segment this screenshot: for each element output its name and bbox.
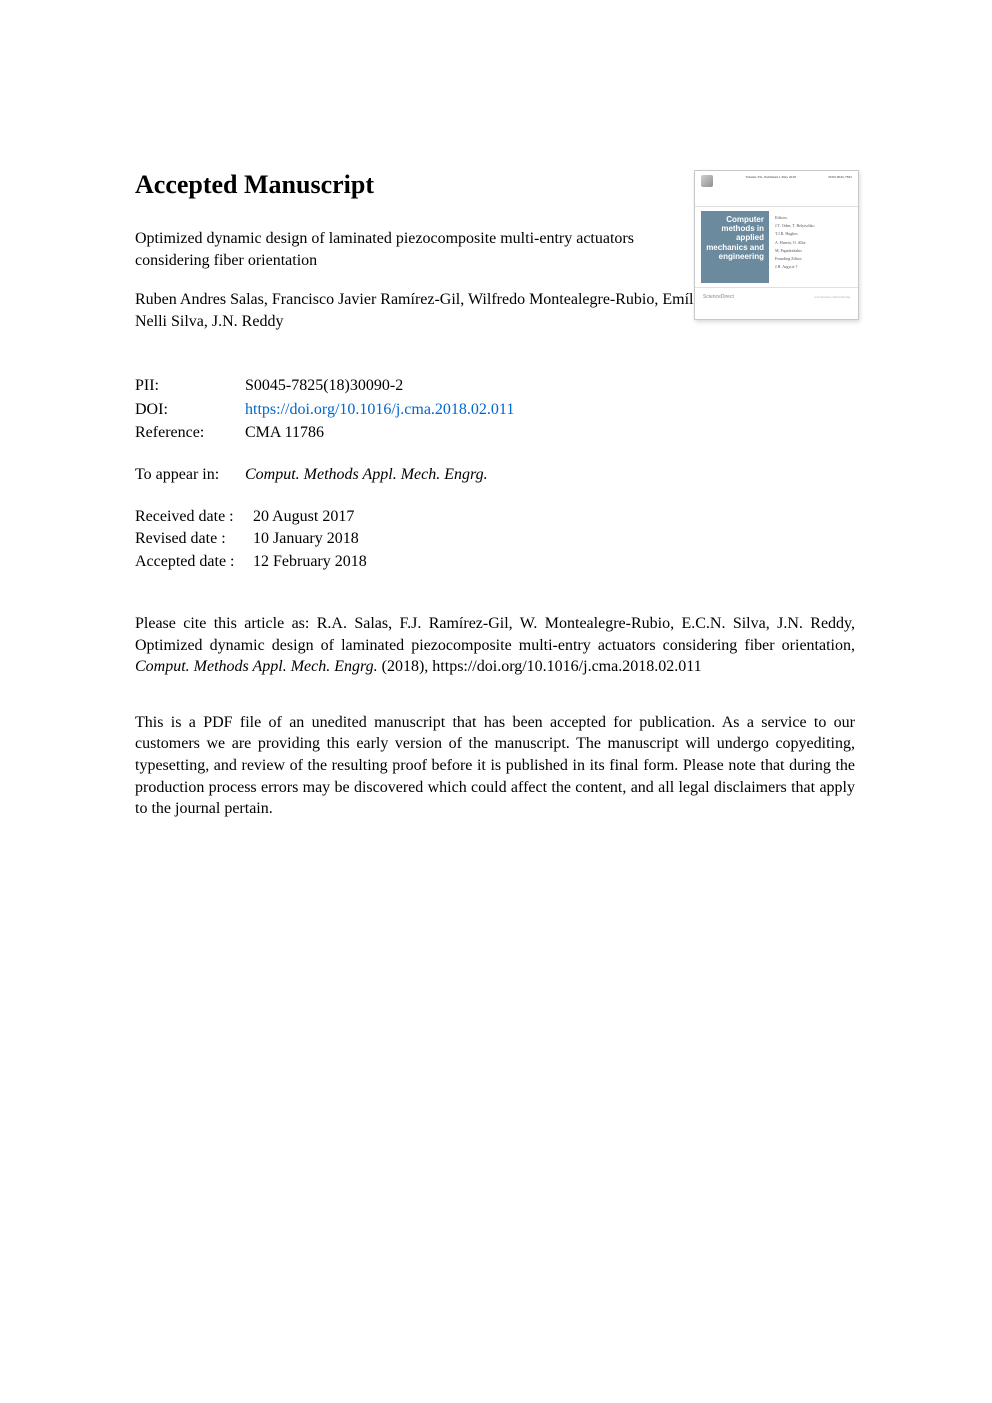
cover-ed-line: J.T. Oden, T. Belytschko xyxy=(775,223,852,228)
cover-ed-line: Founding Editor: xyxy=(775,256,852,261)
reference-value: CMA 11786 xyxy=(245,421,324,444)
journal-cover-thumbnail: Volume 331, Published 1 May 2018 ISSN 00… xyxy=(694,170,859,320)
cover-volume: Volume 331, Published 1 May 2018 xyxy=(746,175,796,179)
cover-editors: Editors: J.T. Oden, T. Belytschko T.J.R.… xyxy=(775,211,852,283)
accepted-label: Accepted date : xyxy=(135,551,253,573)
pii-label: PII: xyxy=(135,374,245,397)
dates-block: Received date : 20 August 2017 Revised d… xyxy=(135,506,855,573)
citation: Please cite this article as: R.A. Salas,… xyxy=(135,613,855,678)
metadata-block: PII: S0045-7825(18)30090-2 DOI: https://… xyxy=(135,374,855,444)
to-appear-row: To appear in: Comput. Methods Appl. Mech… xyxy=(135,466,855,484)
cover-ed-line: J.H. Argyris † xyxy=(775,264,852,269)
cover-url: www.elsevier.com/locate/cma xyxy=(814,295,850,299)
cover-issn: ISSN 0045-7825 xyxy=(828,175,852,179)
reference-label: Reference: xyxy=(135,421,245,444)
cover-ed-line: M. Papadrakakis xyxy=(775,248,852,253)
citation-prefix: Please cite this article as: R.A. Salas,… xyxy=(135,615,855,654)
citation-suffix: (2018), https://doi.org/10.1016/j.cma.20… xyxy=(378,658,702,675)
received-label: Received date : xyxy=(135,506,253,528)
cover-ed-heading: Editors: xyxy=(775,215,852,220)
cover-journal-title: Computer methods in applied mechanics an… xyxy=(701,211,769,283)
to-appear-value: Comput. Methods Appl. Mech. Engrg. xyxy=(245,466,488,484)
disclaimer: This is a PDF file of an unedited manusc… xyxy=(135,712,855,820)
revised-value: 10 January 2018 xyxy=(253,528,359,550)
accepted-value: 12 February 2018 xyxy=(253,551,367,573)
authors: Ruben Andres Salas, Francisco Javier Ram… xyxy=(135,289,775,332)
paper-title: Optimized dynamic design of laminated pi… xyxy=(135,228,655,271)
doi-label: DOI: xyxy=(135,398,245,421)
sciencedirect-brand: ScienceDirect xyxy=(703,294,734,300)
cover-ed-line: A. Huerta, O. Allix xyxy=(775,240,852,245)
doi-link[interactable]: https://doi.org/10.1016/j.cma.2018.02.01… xyxy=(245,398,514,421)
to-appear-label: To appear in: xyxy=(135,466,245,484)
publisher-logo-icon xyxy=(701,175,713,187)
citation-journal: Comput. Methods Appl. Mech. Engrg. xyxy=(135,658,378,675)
cover-ed-line: T.J.R. Hughes xyxy=(775,231,852,236)
received-value: 20 August 2017 xyxy=(253,506,354,528)
revised-label: Revised date : xyxy=(135,528,253,550)
pii-value: S0045-7825(18)30090-2 xyxy=(245,374,403,397)
